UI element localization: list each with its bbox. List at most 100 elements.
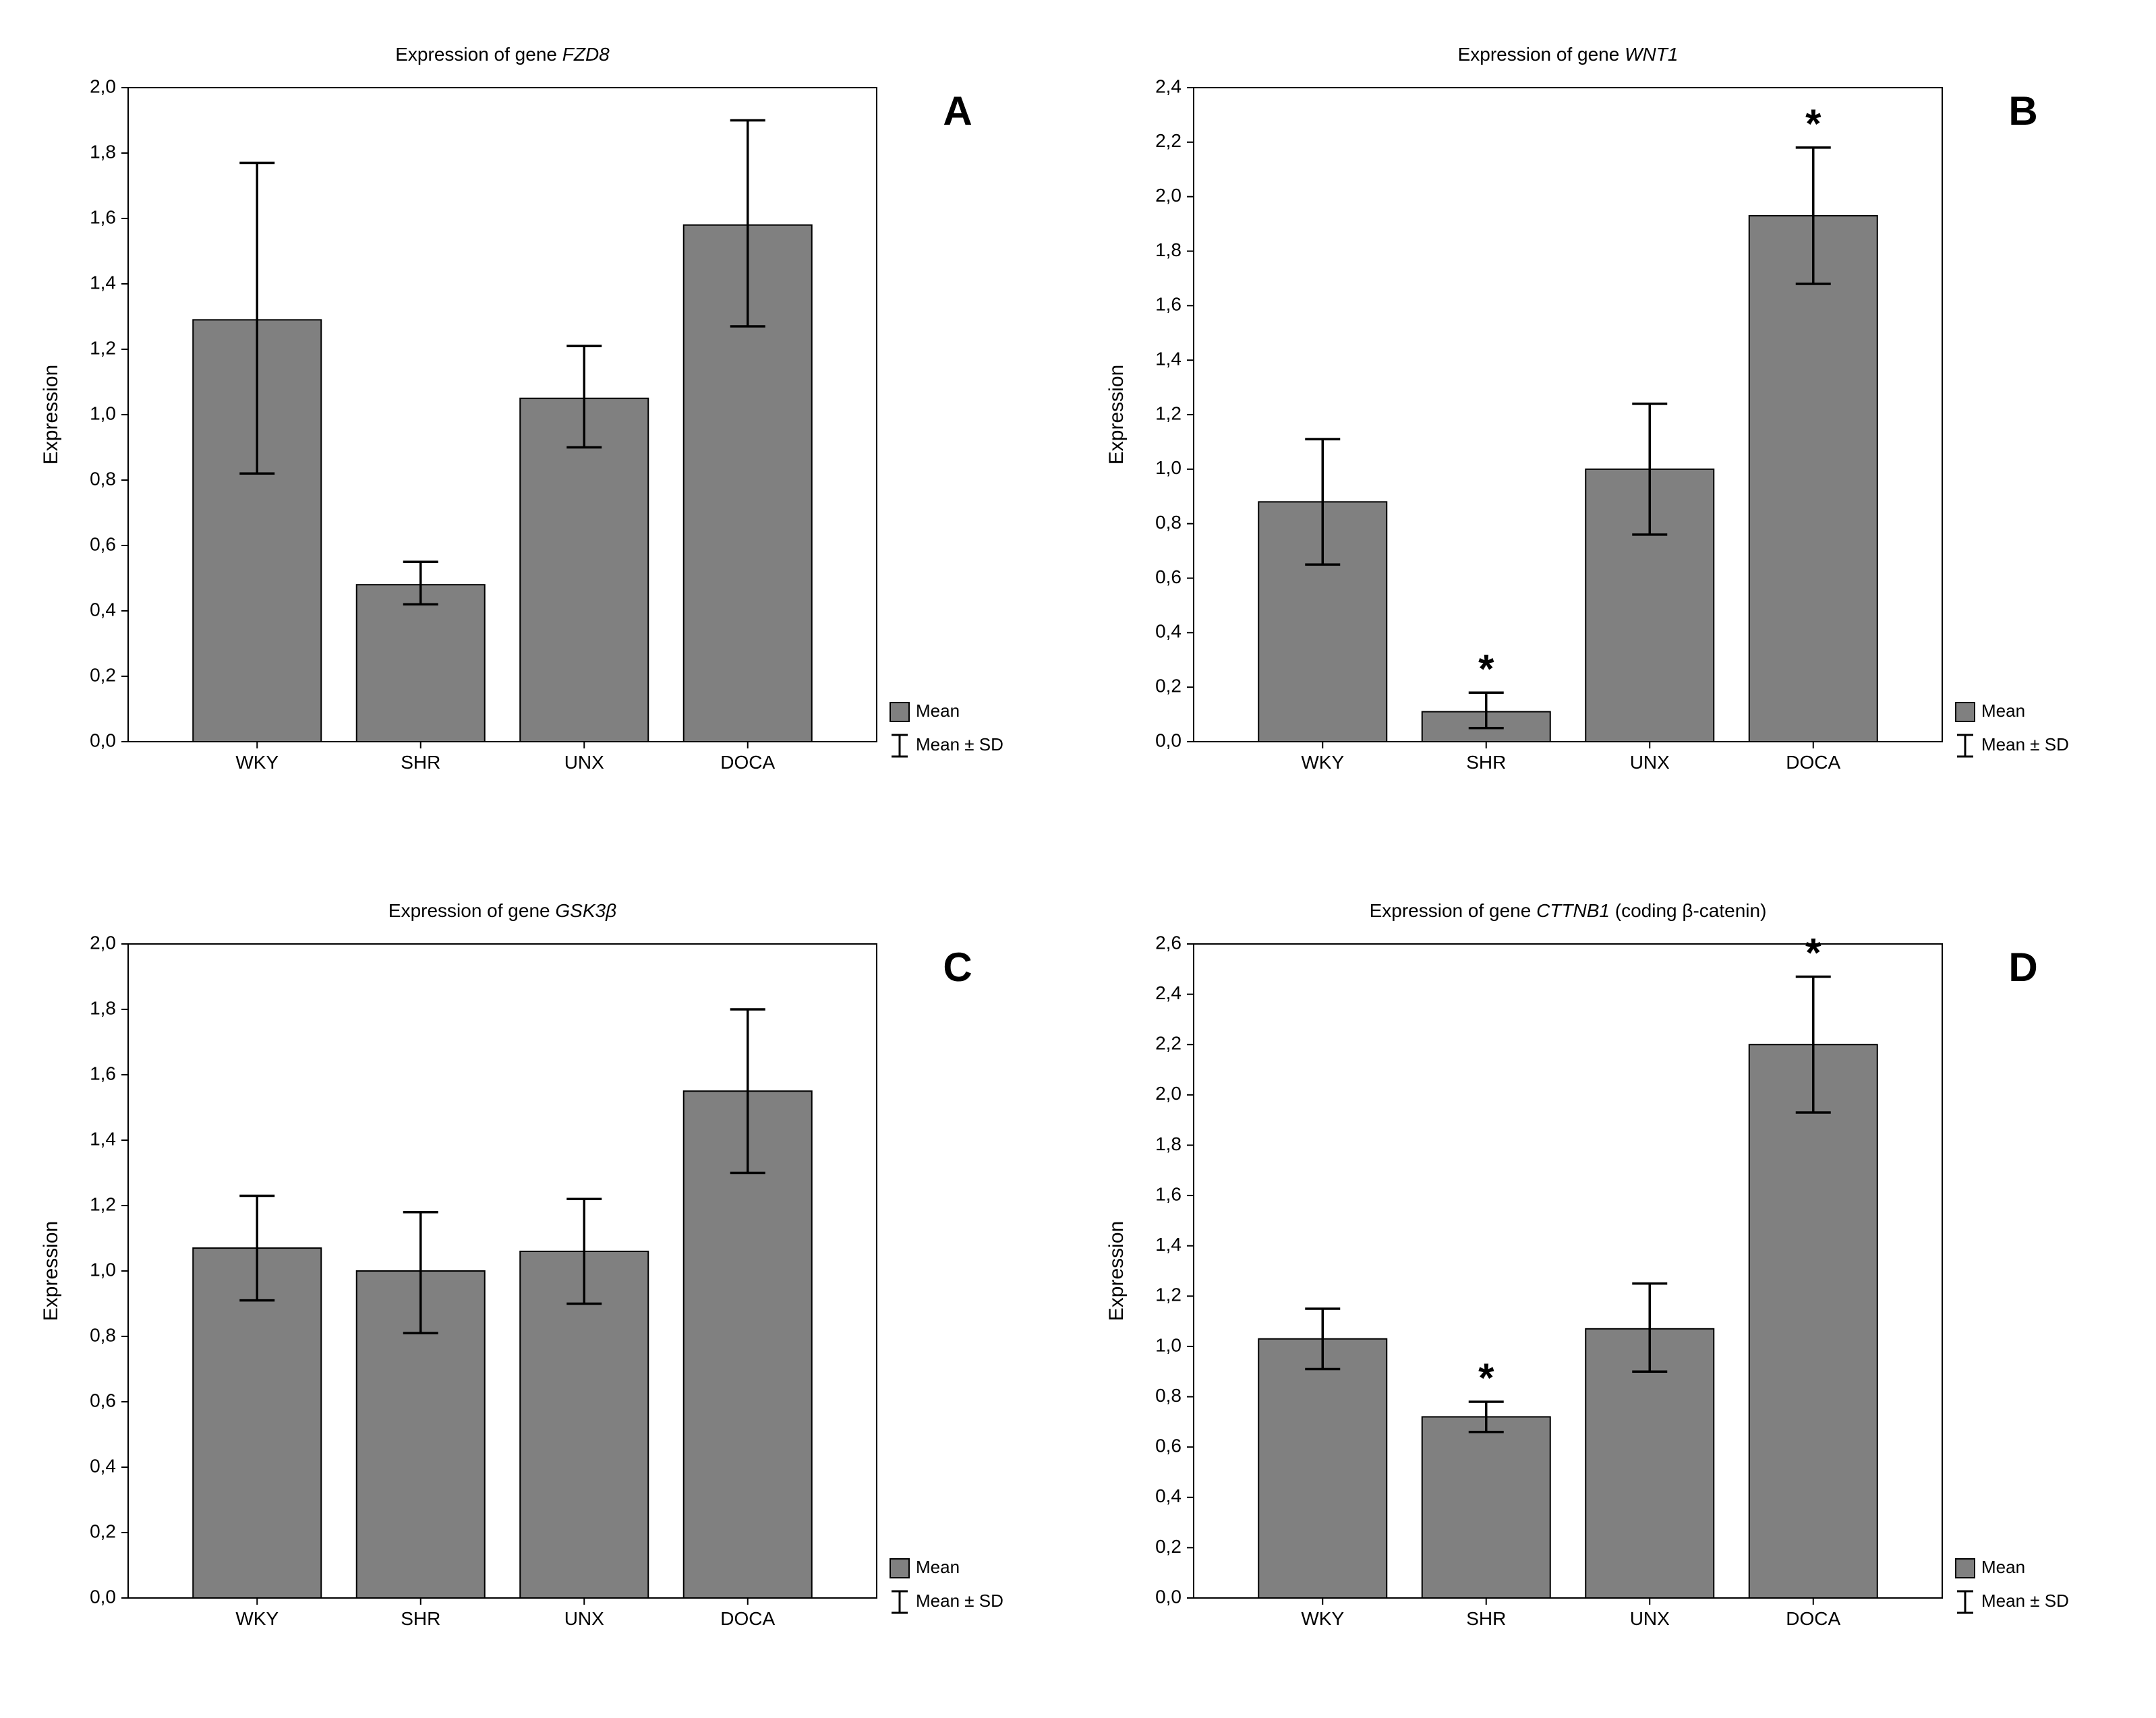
x-tick-label: DOCA [1786, 1608, 1840, 1629]
x-tick-label: WKY [235, 752, 279, 773]
panel-svg: 0,0 0,2 0,4 0,6 0,8 1,0 1,2 1,4 1,6 1,8 2,0 Express… [27, 877, 1066, 1686]
y-tick-label: 1,6 [1155, 294, 1182, 315]
x-tick-label: SHR [401, 1608, 440, 1629]
y-tick-label: 0,0 [1155, 730, 1182, 750]
significance-star: * [1478, 646, 1494, 691]
bar [1749, 216, 1877, 742]
panel-B: 0,00,20,40,60,81,01,21,41,61,82,02,22,4E… [1092, 20, 2131, 829]
significance-star: * [1805, 101, 1822, 146]
legend-mean-label: Mean [1981, 701, 2025, 721]
chart-title: Expression of gene FZD8 [395, 44, 610, 65]
legend-mean-label: Mean [916, 701, 960, 721]
x-tick-label: WKY [235, 1608, 279, 1629]
bar [1258, 1339, 1387, 1598]
bar [357, 585, 485, 742]
y-tick-label: 0,2 [90, 1520, 116, 1541]
legend-mean-label: Mean [916, 1557, 960, 1577]
x-tick-label: UNX [1630, 752, 1670, 773]
y-tick-label: 1,2 [90, 1193, 116, 1214]
panel-D: 0,00,20,40,60,81,01,21,41,61,82,02,22,42… [1092, 877, 2131, 1686]
y-tick-label: 0,4 [90, 1455, 116, 1476]
x-tick-label: SHR [1466, 1608, 1506, 1629]
x-tick-label: UNX [564, 752, 604, 773]
x-tick-label: SHR [1466, 752, 1506, 773]
y-tick-label: 1,6 [90, 1063, 116, 1084]
y-tick-label: 1,4 [1155, 1234, 1182, 1255]
bar [1422, 1417, 1550, 1598]
bar [1749, 1044, 1877, 1598]
y-tick-label: 0,0 [90, 730, 116, 750]
legend-mean-icon [890, 703, 909, 721]
y-tick-label: 2,4 [1155, 982, 1182, 1003]
y-tick-label: 1,0 [1155, 457, 1182, 478]
x-tick-label: UNX [564, 1608, 604, 1629]
y-tick-label: 0,4 [90, 599, 116, 620]
significance-star: * [1805, 930, 1822, 976]
panel-svg: 0,00,20,40,60,81,01,21,41,61,82,0Express… [27, 20, 1066, 829]
y-tick-label: 1,4 [90, 1128, 116, 1149]
chart-title: Expression of gene CTTNB1 (coding β-cate… [1370, 900, 1767, 921]
y-tick-label: 2,0 [1155, 185, 1182, 206]
y-tick-label: 1,0 [1155, 1334, 1182, 1355]
y-tick-label: 0,2 [1155, 1536, 1182, 1557]
y-axis-label: Expression [1105, 365, 1128, 465]
x-tick-label: DOCA [720, 1608, 775, 1629]
y-axis-label: Expression [40, 365, 62, 465]
y-tick-label: 2,6 [1155, 932, 1182, 953]
panel-letter: C [943, 945, 972, 990]
significance-star: * [1478, 1355, 1494, 1400]
panel-C: 0,0 0,2 0,4 0,6 0,8 1,0 1,2 1,4 1,6 1,8 2,0 Express… [27, 877, 1066, 1686]
panel-letter: D [2008, 945, 2037, 990]
x-tick-label: WKY [1301, 1608, 1344, 1629]
chart-title: Expression of gene GSK3β [388, 900, 616, 921]
y-tick-label: 1,8 [90, 997, 116, 1018]
y-tick-label: 0,6 [1155, 1435, 1182, 1456]
y-axis-label: Expression [40, 1221, 62, 1321]
y-tick-label: 0,8 [90, 1324, 116, 1345]
y-tick-label: 0,0 [90, 1586, 116, 1607]
y-tick-label: 0,6 [1155, 566, 1182, 587]
y-tick-label: 1,2 [1155, 403, 1182, 423]
y-axis-label: Expression [1105, 1221, 1128, 1321]
y-tick-label: 0,4 [1155, 1485, 1182, 1506]
panel-A: 0,00,20,40,60,81,01,21,41,61,82,0Express… [27, 20, 1066, 829]
panel-svg: 0,00,20,40,60,81,01,21,41,61,82,02,22,42… [1092, 877, 2131, 1686]
y-tick-label: 0,8 [1155, 1385, 1182, 1406]
y-tick-label: 1,2 [1155, 1284, 1182, 1305]
y-tick-label: 1,0 [90, 403, 116, 423]
y-tick-label: 1,6 [1155, 1183, 1182, 1204]
x-tick-label: DOCA [720, 752, 775, 773]
legend-mean-icon [1956, 1559, 1975, 1578]
x-tick-label: DOCA [1786, 752, 1840, 773]
legend-mean-icon [1956, 703, 1975, 721]
y-tick-label: 1,8 [90, 141, 116, 162]
y-tick-label: 0,6 [90, 1390, 116, 1411]
y-tick-label: 1,4 [1155, 349, 1182, 369]
bar [520, 398, 648, 742]
y-tick-label: 2,4 [1155, 76, 1182, 96]
y-tick-label: 2,2 [1155, 1033, 1182, 1054]
x-tick-label: UNX [1630, 1608, 1670, 1629]
legend-mean-label: Mean [1981, 1557, 2025, 1577]
y-tick-label: 0,8 [1155, 512, 1182, 533]
panel-letter: A [943, 88, 972, 134]
y-tick-label: 1,2 [90, 337, 116, 358]
y-tick-label: 0,6 [90, 533, 116, 554]
y-tick-label: 2,0 [90, 932, 116, 953]
y-tick-label: 0,8 [90, 468, 116, 489]
legend-sd-label: Mean ± SD [916, 1591, 1003, 1611]
figure-root: 0,0 0,2 0,4 0,6 0,8 1,0 1,2 1,4 1,6 1,8 2,0 Express… [0, 0, 2156, 1718]
y-tick-label: 0,0 [1155, 1586, 1182, 1607]
legend-sd-label: Mean ± SD [1981, 734, 2069, 754]
panel-letter: B [2008, 88, 2037, 134]
y-tick-label: 0,4 [1155, 621, 1182, 642]
legend-sd-label: Mean ± SD [916, 734, 1003, 754]
y-tick-label: 1,8 [1155, 239, 1182, 260]
y-tick-label: 1,8 [1155, 1133, 1182, 1154]
y-tick-label: 1,0 [90, 1259, 116, 1280]
y-tick-label: 1,6 [90, 206, 116, 227]
x-tick-label: SHR [401, 752, 440, 773]
legend-sd-label: Mean ± SD [1981, 1591, 2069, 1611]
panel-svg: 0,00,20,40,60,81,01,21,41,61,82,02,22,4E… [1092, 20, 2131, 829]
y-tick-label: 2,0 [90, 76, 116, 96]
